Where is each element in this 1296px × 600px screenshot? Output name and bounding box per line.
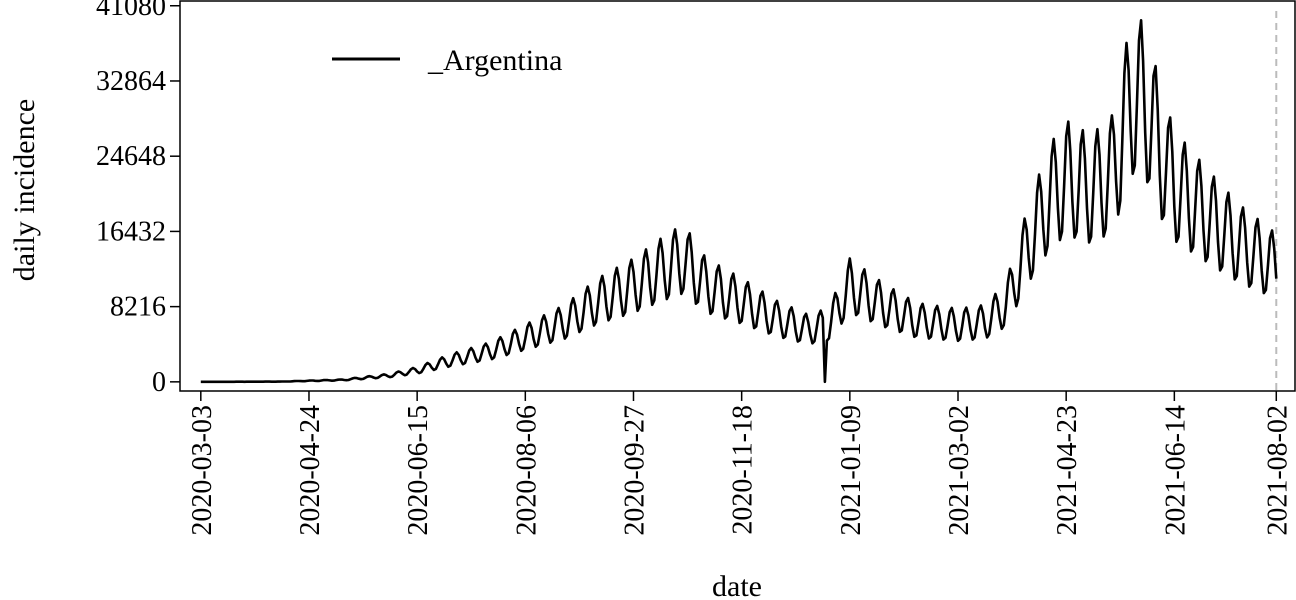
x-tick-label: 2020-08-06 xyxy=(511,405,542,536)
series-line-argentina xyxy=(200,19,1278,384)
x-tick-label: 2020-06-15 xyxy=(403,405,434,536)
plot-frame xyxy=(179,0,1296,392)
x-tick-label: 2021-01-09 xyxy=(836,405,867,536)
y-tick-label: 16432 xyxy=(96,216,166,247)
y-tick-label: 8216 xyxy=(110,292,166,323)
x-axis-title: date xyxy=(712,570,762,600)
x-tick-label: 2020-09-27 xyxy=(619,405,650,536)
x-tick-label: 2021-04-23 xyxy=(1052,405,1083,536)
y-tick-label: 0 xyxy=(152,367,166,398)
y-axis: 0 8216 16432 24648 32864 41080 xyxy=(96,0,180,398)
x-tick-label: 2021-06-14 xyxy=(1160,405,1191,536)
y-tick-label: 41080 xyxy=(96,0,166,22)
x-tick-label: 2020-11-18 xyxy=(728,405,759,535)
x-tick-label: 2020-03-03 xyxy=(187,405,218,536)
x-axis: 2020-03-03 2020-04-24 2020-06-15 2020-08-06… xyxy=(187,391,1293,536)
y-tick-label: 24648 xyxy=(96,141,166,172)
x-tick-label: 2020-04-24 xyxy=(295,405,326,536)
legend-label: _Argentina xyxy=(427,44,562,77)
y-tick-label: 32864 xyxy=(96,66,166,97)
x-tick-label: 2021-03-02 xyxy=(944,405,975,536)
x-tick-label: 2021-08-02 xyxy=(1262,405,1293,536)
legend: _Argentina xyxy=(332,44,562,77)
y-axis-title: daily incidence xyxy=(8,99,41,281)
